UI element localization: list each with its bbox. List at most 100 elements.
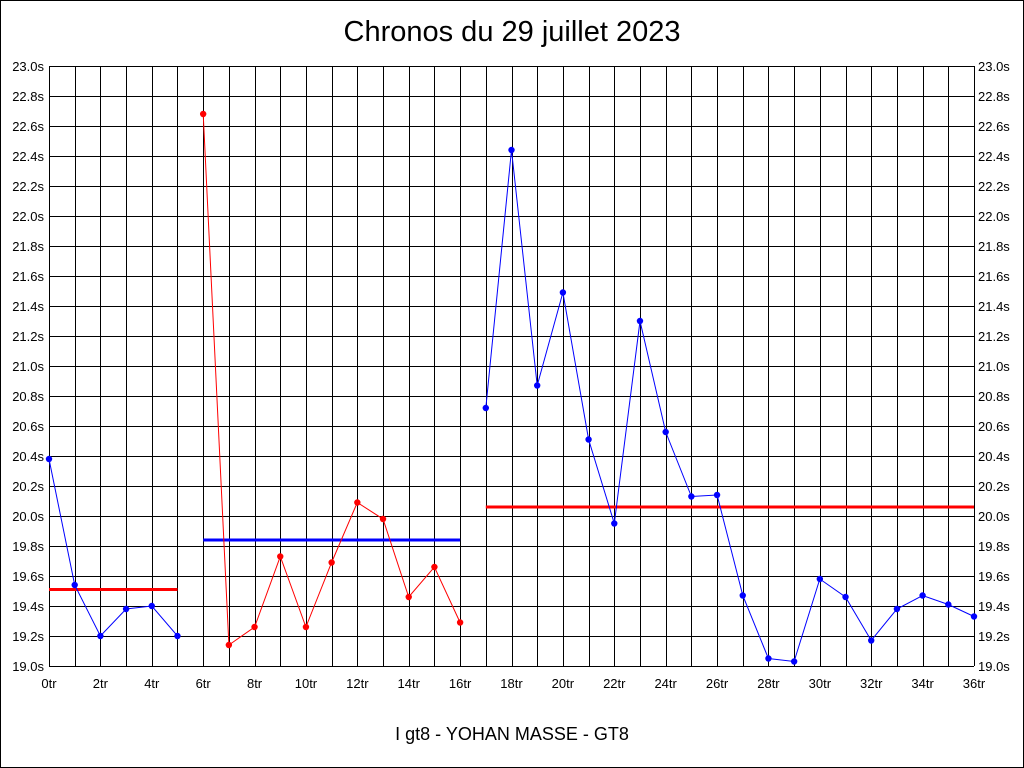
y-tick-label-right: 21.2s xyxy=(978,329,1010,344)
x-tick-label: 0tr xyxy=(41,676,57,691)
y-tick-label-right: 19.6s xyxy=(978,569,1010,584)
y-tick-label-left: 22.2s xyxy=(12,179,44,194)
y-tick-label-right: 22.4s xyxy=(978,149,1010,164)
x-tick-label: 24tr xyxy=(654,676,677,691)
y-tick-label-left: 20.0s xyxy=(12,509,44,524)
data-point xyxy=(508,146,515,154)
y-tick-label-left: 21.0s xyxy=(12,359,44,374)
data-point xyxy=(405,593,412,601)
data-point xyxy=(765,655,772,662)
y-tick-label-right: 20.6s xyxy=(978,419,1010,434)
data-point xyxy=(713,491,721,499)
data-point xyxy=(970,613,978,620)
data-point xyxy=(199,110,207,118)
y-tick-label-left: 20.8s xyxy=(12,389,44,404)
chart-title: Chronos du 29 juillet 2023 xyxy=(343,16,681,48)
y-tick-label-right: 20.2s xyxy=(978,479,1010,494)
data-point xyxy=(533,382,541,389)
data-point xyxy=(919,592,926,599)
data-point xyxy=(97,632,104,640)
data-point xyxy=(379,515,387,523)
x-tick-label: 10tr xyxy=(295,676,318,691)
data-point xyxy=(945,601,952,608)
data-point xyxy=(302,623,310,631)
data-point xyxy=(868,637,875,644)
y-tick-label-left: 23.0s xyxy=(12,59,44,74)
y-tick-label-right: 19.4s xyxy=(978,599,1010,614)
y-tick-label-left: 21.6s xyxy=(12,269,44,284)
y-tick-label-right: 19.8s xyxy=(978,539,1010,554)
data-point xyxy=(71,581,78,589)
x-tick-label: 26tr xyxy=(706,676,729,691)
data-point xyxy=(122,605,130,613)
data-point xyxy=(893,605,901,613)
x-tick-label: 18tr xyxy=(500,676,523,691)
x-tick-label: 34tr xyxy=(911,676,934,691)
x-tick-label: 6tr xyxy=(196,676,212,691)
data-point xyxy=(277,553,284,560)
y-tick-label-right: 19.2s xyxy=(978,629,1010,644)
y-tick-label-right: 21.0s xyxy=(978,359,1010,374)
y-tick-label-right: 21.8s xyxy=(978,239,1010,254)
y-tick-label-right: 20.8s xyxy=(978,389,1010,404)
y-tick-label-left: 21.2s xyxy=(12,329,44,344)
data-point xyxy=(636,317,644,325)
y-tick-label-left: 19.0s xyxy=(12,659,44,674)
data-point xyxy=(456,619,464,626)
y-tick-label-right: 23.0s xyxy=(978,59,1010,74)
tick-labels: 19.0s 19.0s 19.2s 19.2s 19.4s 19.4s 19.6s 19.6s… xyxy=(12,59,1010,691)
chart-footer: I gt8 - YOHAN MASSE - GT8 xyxy=(395,724,629,744)
y-tick-label-right: 22.6s xyxy=(978,119,1010,134)
data-point xyxy=(611,520,618,527)
data-point xyxy=(354,499,361,506)
grid xyxy=(49,66,975,667)
data-point xyxy=(842,593,849,601)
y-tick-label-right: 20.4s xyxy=(978,449,1010,464)
y-tick-label-right: 20.0s xyxy=(978,509,1010,524)
x-tick-label: 12tr xyxy=(346,676,369,691)
x-tick-label: 32tr xyxy=(860,676,883,691)
x-tick-label: 22tr xyxy=(603,676,626,691)
y-tick-label-left: 22.4s xyxy=(12,149,44,164)
data-point xyxy=(431,563,438,571)
y-tick-label-right: 22.8s xyxy=(978,89,1010,104)
x-tick-label: 4tr xyxy=(144,676,160,691)
data-point xyxy=(739,592,746,599)
x-tick-label: 30tr xyxy=(809,676,832,691)
y-tick-label-right: 19.0s xyxy=(978,659,1010,674)
x-tick-label: 8tr xyxy=(247,676,263,691)
y-tick-label-left: 20.4s xyxy=(12,449,44,464)
x-tick-label: 36tr xyxy=(963,676,986,691)
y-tick-label-left: 19.2s xyxy=(12,629,44,644)
y-tick-label-right: 22.2s xyxy=(978,179,1010,194)
y-tick-label-left: 19.8s xyxy=(12,539,44,554)
x-tick-label: 20tr xyxy=(552,676,575,691)
data-point xyxy=(662,428,669,436)
series-lines xyxy=(45,110,978,665)
data-point xyxy=(328,559,335,566)
data-point xyxy=(816,575,824,583)
y-tick-label-left: 21.4s xyxy=(12,299,44,314)
data-point xyxy=(174,632,181,640)
x-tick-label: 2tr xyxy=(93,676,109,691)
y-tick-label-left: 20.2s xyxy=(12,479,44,494)
data-point xyxy=(148,602,155,610)
y-tick-label-left: 19.4s xyxy=(12,599,44,614)
y-tick-label-left: 22.0s xyxy=(12,209,44,224)
data-point xyxy=(45,455,53,463)
y-tick-label-left: 22.6s xyxy=(12,119,44,134)
data-point xyxy=(585,436,592,443)
average-lines xyxy=(49,505,974,591)
data-point xyxy=(559,289,567,296)
x-tick-label: 14tr xyxy=(398,676,421,691)
y-tick-label-left: 20.6s xyxy=(12,419,44,434)
data-point xyxy=(790,658,798,665)
y-tick-label-right: 21.6s xyxy=(978,269,1010,284)
y-tick-label-right: 22.0s xyxy=(978,209,1010,224)
data-point xyxy=(225,641,233,649)
x-tick-label: 28tr xyxy=(757,676,780,691)
series-line xyxy=(485,149,975,663)
y-tick-label-left: 21.8s xyxy=(12,239,44,254)
data-point xyxy=(251,623,258,631)
